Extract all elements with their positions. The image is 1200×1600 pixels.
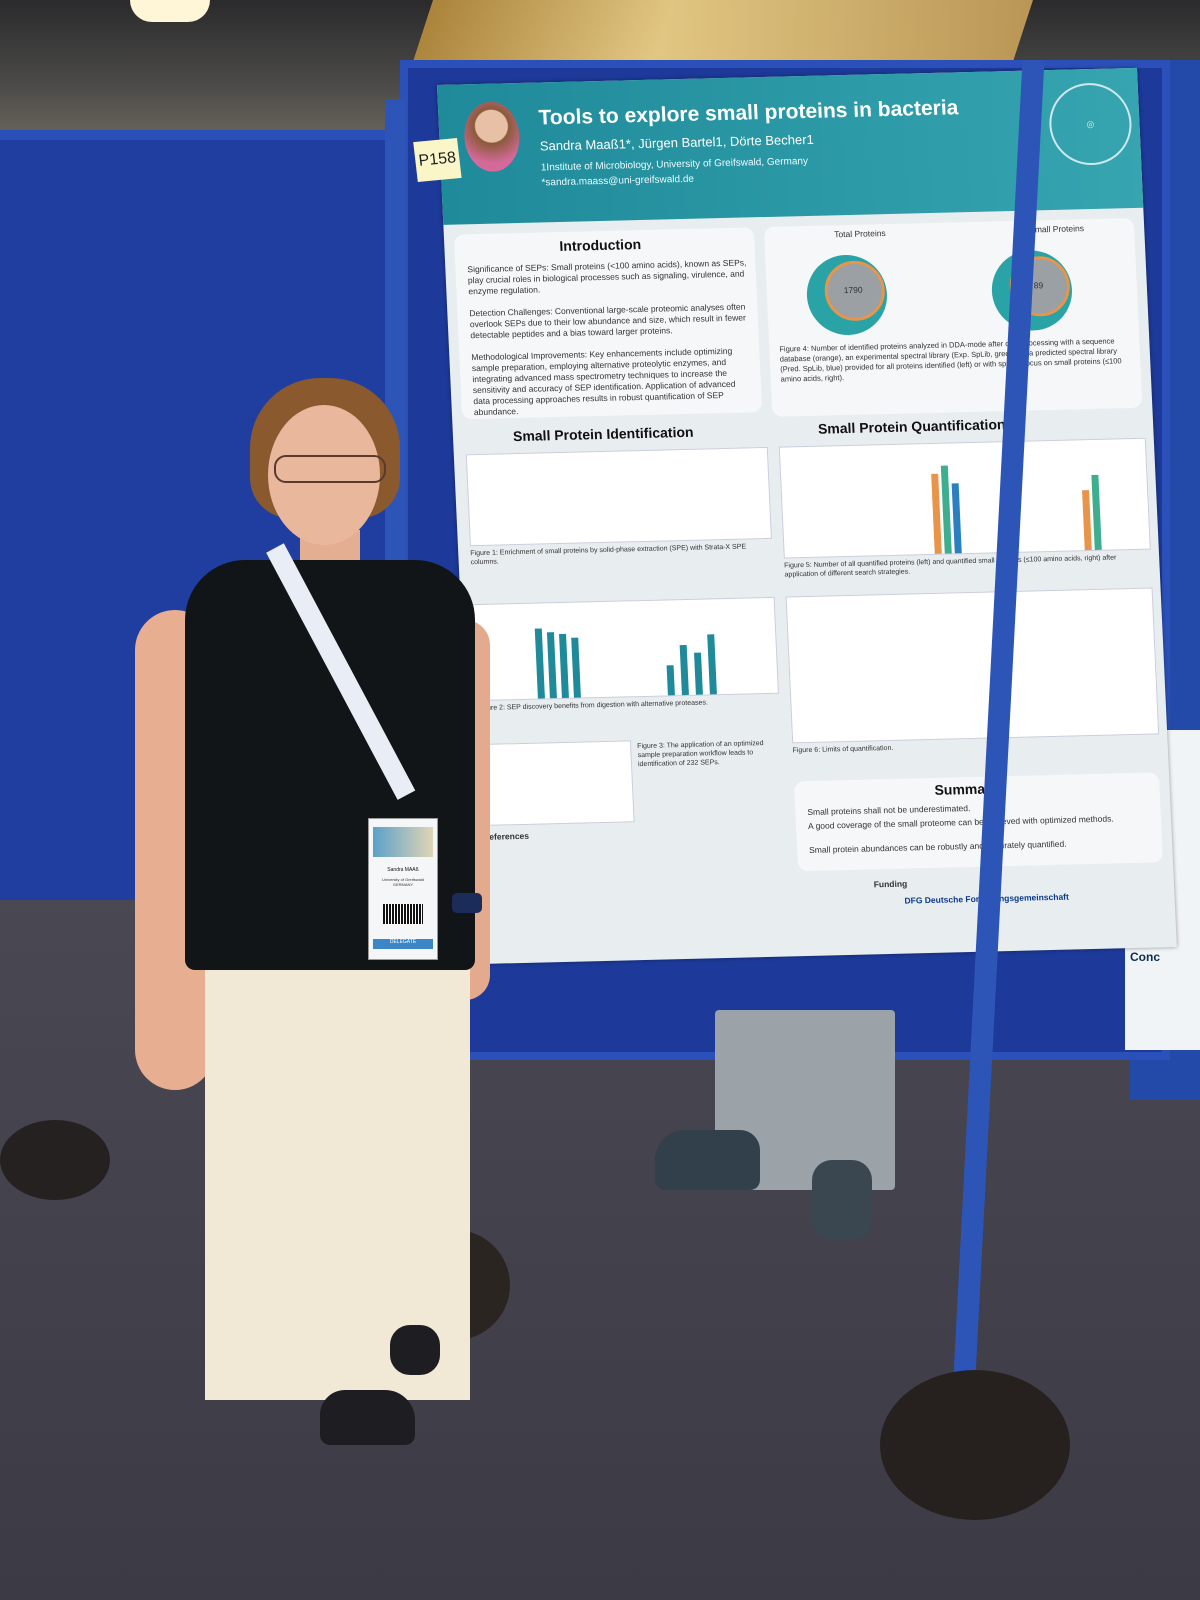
bar — [546, 632, 557, 699]
person-shoe-right — [390, 1325, 440, 1375]
introduction-section: Introduction Significance of SEPs: Small… — [453, 227, 763, 420]
funding-heading: Funding — [873, 878, 908, 890]
poster-number: P158 — [413, 138, 462, 182]
poster-authors: Sandra Maaß1*, Jürgen Bartel1, Dörte Bec… — [539, 131, 815, 154]
barcode-icon — [383, 904, 423, 924]
figure-6-plots — [785, 587, 1160, 744]
bar — [707, 634, 717, 695]
bar — [559, 633, 569, 698]
figure-4-panel: Total Proteins Small Proteins 1790 89 Fi… — [763, 217, 1143, 417]
bar — [931, 473, 942, 554]
identification-heading: Small Protein Identification — [512, 423, 694, 445]
side-poster-label: Conc — [1130, 950, 1160, 964]
figure-1-plots — [465, 446, 772, 547]
name-badge: Sandra MAAß University of Greifswald GER… — [368, 818, 438, 960]
figure-5-bars — [778, 437, 1151, 559]
donut-total-center: 1790 — [843, 284, 863, 296]
bar — [940, 465, 952, 554]
figure-4-caption: Figure 4: Number of identified proteins … — [779, 336, 1122, 384]
bar — [666, 665, 675, 696]
poster-affiliation: 1Institute of Microbiology, University o… — [540, 155, 809, 174]
glasses-icon — [274, 455, 386, 483]
university-seal-icon: ◎ — [1047, 82, 1134, 166]
figure-2-bars — [472, 596, 779, 702]
bar — [1082, 490, 1092, 551]
figure-3-bars — [478, 740, 635, 826]
intro-point-3: Methodological Improvements: Key enhance… — [471, 345, 736, 418]
scientific-poster: Tools to explore small proteins in bacte… — [413, 67, 1177, 965]
shoe-behind-left — [655, 1130, 760, 1190]
stand-base-right — [880, 1370, 1070, 1520]
badge-name: Sandra MAAß — [387, 867, 419, 873]
badge-photo — [373, 827, 433, 857]
quantification-heading: Small Protein Quantification — [817, 416, 1006, 437]
intro-point-1: Significance of SEPs: Small proteins (<1… — [467, 257, 747, 297]
bar — [1091, 474, 1102, 550]
person-face — [268, 405, 380, 545]
badge-org: University of Greifswald GERMANY — [381, 877, 424, 887]
poster-title: Tools to explore small proteins in bacte… — [538, 96, 959, 130]
bar — [571, 637, 581, 698]
person-trousers — [205, 930, 470, 1400]
donut-small-title: Small Proteins — [1028, 223, 1085, 235]
bar — [679, 644, 689, 696]
figure-1-caption: Figure 1: Enrichment of small proteins b… — [470, 543, 747, 567]
summary-section: Summary Small proteins shall not be unde… — [793, 772, 1164, 872]
person-shoe-left — [320, 1390, 415, 1445]
bar — [951, 483, 962, 554]
summary-point-3: Small protein abundances can be robustly… — [808, 838, 1067, 855]
bar — [694, 652, 703, 695]
lamp — [130, 0, 210, 22]
figure-3-caption: Figure 3: The application of an optimize… — [637, 740, 764, 769]
author-portrait — [462, 101, 521, 173]
donut-small-center: 89 — [1033, 280, 1044, 291]
bar — [534, 628, 545, 699]
introduction-heading: Introduction — [559, 236, 642, 255]
intro-point-2: Detection Challenges: Conventional large… — [469, 301, 747, 341]
watch-icon — [452, 893, 482, 913]
donut-total-title: Total Proteins — [833, 228, 886, 240]
badge-tag: DELEGATE — [373, 939, 433, 949]
stand-base-far — [0, 1120, 110, 1200]
poster-email: *sandra.maass@uni-greifswald.de — [541, 173, 695, 189]
shoe-behind-right — [812, 1160, 872, 1240]
